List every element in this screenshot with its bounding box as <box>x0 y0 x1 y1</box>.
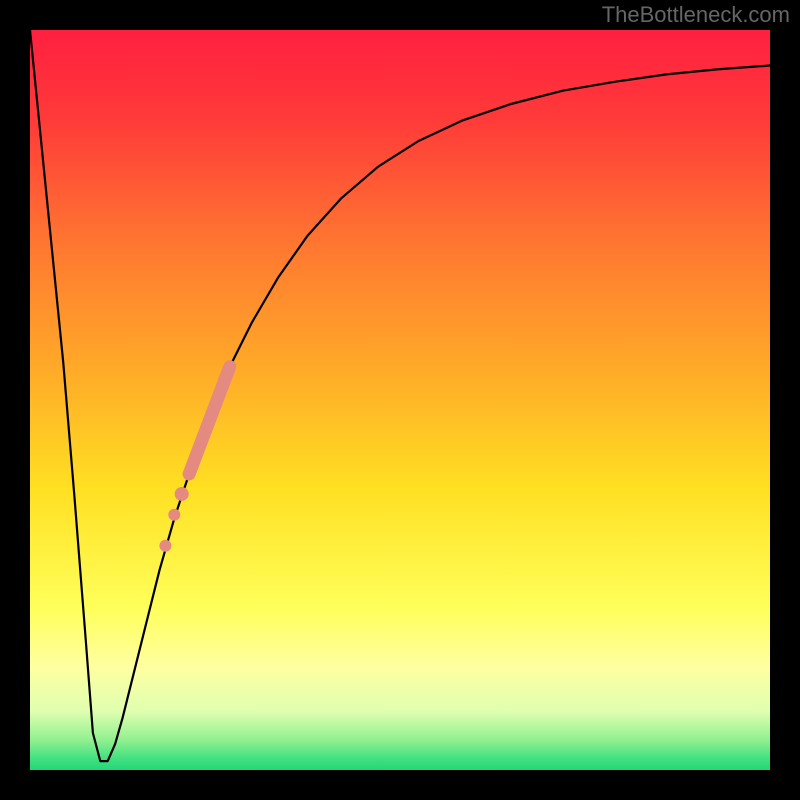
watermark-text: TheBottleneck.com <box>602 2 790 28</box>
highlight-dot-0 <box>175 487 189 501</box>
chart-container: { "watermark": "TheBottleneck.com", "cha… <box>0 0 800 800</box>
plot-area <box>30 30 770 770</box>
highlight-dot-2 <box>159 540 171 552</box>
bottleneck-chart <box>0 0 800 800</box>
highlight-dot-1 <box>168 509 180 521</box>
